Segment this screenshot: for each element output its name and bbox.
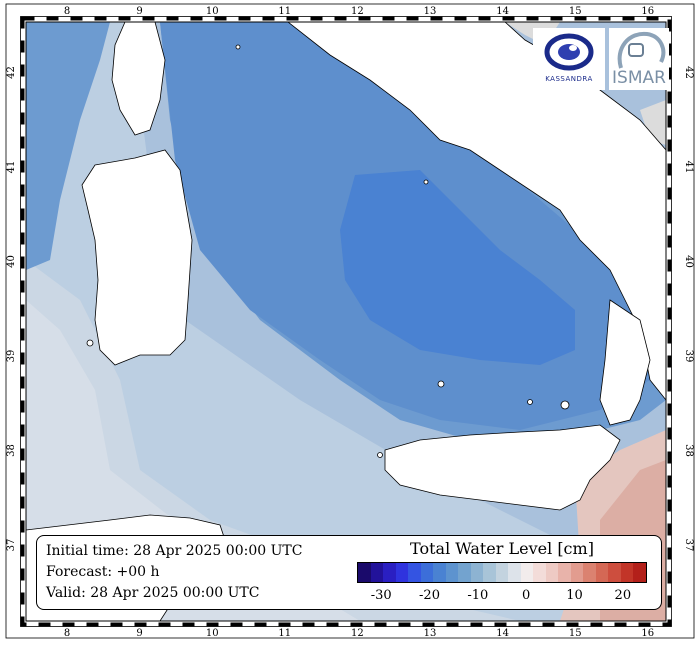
logo-kassandra: KASSANDRA xyxy=(533,28,605,90)
longitude-label: 15 xyxy=(569,6,582,17)
longitude-label: 8 xyxy=(64,6,70,17)
colorbar-swatch xyxy=(533,563,546,582)
colorbar-swatch xyxy=(420,563,434,582)
land-grey-east xyxy=(640,100,666,145)
colorbar-swatch xyxy=(620,563,634,582)
map-frame xyxy=(5,3,695,639)
colorbar-swatch xyxy=(508,563,521,582)
latitude-ticks-left: 37 38 39 40 41 42 xyxy=(6,66,17,551)
longitude-label: 9 xyxy=(136,6,142,17)
colorbar-tick-label: -30 xyxy=(370,588,392,603)
latitude-label: 42 xyxy=(683,66,694,79)
longitude-label: 15 xyxy=(569,628,582,639)
latitude-label: 37 xyxy=(6,539,17,552)
colorbar-swatch xyxy=(545,563,559,582)
run-info: Initial time: 28 Apr 2025 00:00 UTC Fore… xyxy=(46,541,302,604)
longitude-label: 10 xyxy=(206,6,219,17)
colorbar-swatch xyxy=(558,563,571,582)
legend-panel: Initial time: 28 Apr 2025 00:00 UTC Fore… xyxy=(36,535,662,610)
longitude-label: 13 xyxy=(424,6,437,17)
land-island xyxy=(86,339,94,347)
light-zone xyxy=(26,22,666,621)
latitude-label: 41 xyxy=(6,161,17,174)
ismar-logo-text: ISMAR xyxy=(612,68,666,88)
longitude-label: 12 xyxy=(351,6,364,17)
colorbar-swatch xyxy=(570,563,584,582)
latitude-label: 40 xyxy=(683,255,694,268)
land-island xyxy=(437,380,445,388)
longitude-label: 9 xyxy=(136,628,142,639)
colorbar-swatch xyxy=(358,563,371,582)
colorbar-swatch xyxy=(370,563,384,582)
colorbar-swatch xyxy=(608,563,621,582)
colorbar-swatch xyxy=(495,563,509,582)
longitude-label: 12 xyxy=(351,628,364,639)
latitude-ticks-right: 37 38 39 40 41 42 xyxy=(683,66,694,551)
colorbar-swatch xyxy=(445,563,459,582)
latitude-label: 39 xyxy=(683,350,694,363)
kassandra-logo-icon xyxy=(544,33,594,71)
colorbar-tick-label: -20 xyxy=(419,588,440,603)
colorbar-tick-label: 0 xyxy=(522,588,531,603)
core-zone xyxy=(340,170,575,365)
longitude-label: 14 xyxy=(496,6,509,17)
longitude-label: 16 xyxy=(641,6,654,17)
logo-ismar: ISMAR xyxy=(609,28,669,90)
ismar-logo-icon xyxy=(617,31,666,69)
longitude-label: 11 xyxy=(278,628,291,639)
land-island xyxy=(560,400,570,410)
colorbar-swatch xyxy=(458,563,471,582)
colorbar-tick-label: 20 xyxy=(614,588,632,603)
longitude-label: 8 xyxy=(64,628,70,639)
colorbar-swatch xyxy=(408,563,421,582)
land-sardinia xyxy=(81,149,193,366)
valid-time-text: Valid: 28 Apr 2025 00:00 UTC xyxy=(46,585,260,601)
medium-zone-west xyxy=(26,22,110,270)
colorbar-swatch xyxy=(633,563,646,582)
land-island xyxy=(235,44,241,50)
colorbar-swatch xyxy=(483,563,496,582)
latitude-label: 41 xyxy=(683,161,694,174)
kassandra-logo-text: KASSANDRA xyxy=(545,75,593,83)
land-calabria xyxy=(599,299,651,426)
colorbar-swatch xyxy=(595,563,609,582)
colorbar-swatch xyxy=(383,563,396,582)
colorbar xyxy=(357,562,647,583)
land-sicily xyxy=(384,424,621,511)
colorbar-swatch xyxy=(583,563,596,582)
land-island xyxy=(527,399,533,405)
colorbar-swatch xyxy=(395,563,409,582)
latitude-label: 39 xyxy=(6,350,17,363)
latitude-label: 38 xyxy=(683,444,694,457)
latitude-label: 42 xyxy=(6,66,17,79)
land-island xyxy=(423,179,429,185)
colorbar-swatch xyxy=(433,563,446,582)
forecast-text: Forecast: +00 h xyxy=(46,564,160,580)
colorbar-tick-label: 10 xyxy=(566,588,583,603)
latitude-label: 38 xyxy=(6,444,17,457)
colorbar-title: Total Water Level [cm] xyxy=(410,539,594,558)
longitude-ticks-bottom: 8 9 10 11 12 13 14 15 16 xyxy=(64,628,654,639)
latitude-label: 40 xyxy=(6,255,17,268)
longitude-label: 13 xyxy=(424,628,437,639)
longitude-ticks-top: 8 9 10 11 12 13 14 15 16 xyxy=(64,6,654,17)
longitude-label: 14 xyxy=(496,628,509,639)
land-island xyxy=(377,452,383,458)
colorbar-swatch xyxy=(520,563,534,582)
colorbar-tick-label: -10 xyxy=(467,588,489,603)
colorbar-swatch xyxy=(470,563,484,582)
water-level-field xyxy=(26,22,666,621)
initial-time-text: Initial time: 28 Apr 2025 00:00 UTC xyxy=(46,543,303,559)
latitude-label: 37 xyxy=(683,539,694,552)
longitude-label: 11 xyxy=(278,6,291,17)
longitude-label: 10 xyxy=(206,628,219,639)
land-corsica xyxy=(111,22,166,136)
longitude-label: 16 xyxy=(641,628,654,639)
